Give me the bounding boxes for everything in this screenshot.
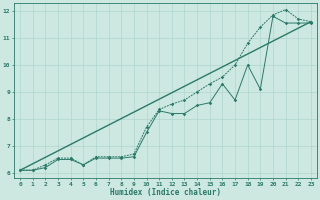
X-axis label: Humidex (Indice chaleur): Humidex (Indice chaleur) — [110, 188, 221, 197]
